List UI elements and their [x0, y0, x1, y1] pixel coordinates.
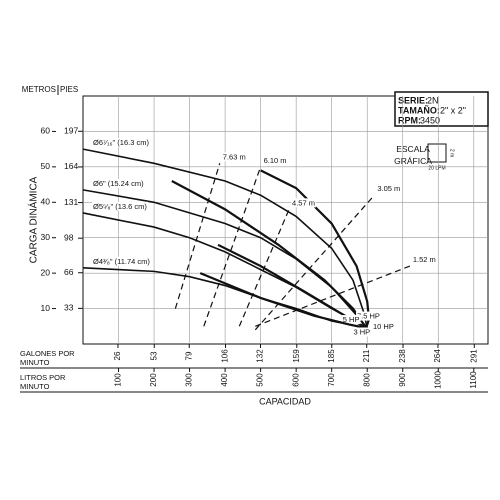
y-tick-label: 50	[41, 161, 51, 171]
x-tick-label: 100	[114, 373, 123, 387]
curve-label: Ø5⁵⁄₈" (13.6 cm)	[93, 202, 147, 211]
x2-tick-label: 106	[221, 349, 230, 363]
curve	[203, 166, 262, 327]
size-label: TAMAÑO:	[398, 105, 440, 115]
x-tick-label: 500	[256, 373, 265, 387]
x-tick-label: 900	[398, 373, 407, 387]
curve-label: 7.63 m	[223, 152, 246, 161]
curve	[254, 194, 375, 331]
curve-label: 3 HP	[353, 327, 370, 336]
label-bg	[92, 138, 151, 148]
label-bg	[221, 152, 247, 162]
label-bg	[92, 178, 146, 188]
curve-label: Ø4³⁄₈" (11.74 cm)	[93, 257, 150, 266]
y-tick-label: 10	[41, 303, 51, 313]
y-axis-title: CARGA DINÁMICA	[27, 176, 40, 263]
y2-tick-label: 197	[64, 126, 78, 136]
size-value: 2" x 2"	[440, 105, 466, 115]
curve-label: 5 HP	[343, 315, 360, 324]
curve-label: 6.10 m	[264, 156, 287, 165]
curve	[171, 180, 368, 329]
label-bg	[92, 201, 149, 211]
curve-label: Ø6" (15.24 cm)	[93, 179, 144, 188]
x2-tick-label: 185	[327, 349, 336, 363]
x-tick-label: 700	[327, 373, 336, 387]
curve-label: 10 HP	[373, 322, 394, 331]
y-label-left: METROS	[22, 85, 56, 94]
y-tick-label: 20	[41, 267, 51, 277]
label-bg	[352, 327, 372, 337]
y-label-right: PIES	[60, 85, 78, 94]
y2-tick-label: 66	[64, 267, 74, 277]
scale-y: 2 m	[449, 149, 455, 157]
label-bg	[341, 315, 361, 325]
curve	[82, 148, 368, 329]
curve	[238, 209, 290, 327]
series-value: 2N	[427, 95, 439, 105]
curve-label: 7.5 HP	[357, 312, 380, 321]
curve	[174, 163, 221, 309]
x2-row-label: GALONES POR MINUTO	[20, 349, 75, 367]
curve	[199, 272, 367, 330]
curve	[255, 265, 411, 327]
label-bg	[356, 311, 381, 321]
scale-x: 20 LPM	[428, 165, 445, 171]
rpm-value: 3450	[420, 115, 440, 125]
x2-tick-label: 238	[398, 349, 407, 363]
label-bg	[291, 198, 316, 208]
x-axis-title: CAPACIDAD	[259, 396, 311, 406]
y-tick-label: 30	[41, 232, 51, 242]
x-tick-label: 1000	[433, 371, 442, 389]
curve-label: 1.52 m	[413, 255, 436, 264]
x2-tick-label: 264	[433, 349, 442, 363]
x-tick-label: 300	[185, 373, 194, 387]
label-bg	[371, 322, 395, 332]
y-tick-label: 60	[41, 126, 51, 136]
y2-tick-label: 164	[64, 161, 78, 171]
curve-label: 3.05 m	[377, 184, 400, 193]
curve-label: 4.57 m	[292, 198, 315, 207]
series-label: SERIE:	[398, 95, 428, 105]
x2-tick-label: 211	[362, 349, 371, 362]
label-bg	[376, 184, 402, 194]
x-tick-label: 800	[362, 373, 371, 387]
plot-frame	[82, 95, 489, 345]
x2-tick-label: 159	[292, 349, 301, 363]
label-bg	[262, 155, 288, 165]
y2-tick-label: 33	[64, 303, 74, 313]
x1-row-label: LITROS POR MINUTO	[20, 373, 66, 391]
scale-square	[427, 143, 447, 163]
rpm-label: RPM:	[398, 115, 421, 125]
x2-tick-label: 79	[184, 351, 193, 360]
info-box	[394, 91, 489, 127]
label-bg	[92, 256, 152, 266]
x-tick-label: 600	[291, 373, 300, 387]
x-tick-label: 400	[220, 373, 229, 387]
curve-label: Ø6⁷⁄₁₆" (16.3 cm)	[93, 138, 149, 147]
y2-tick-label: 98	[64, 232, 74, 242]
x2-tick-label: 132	[256, 349, 265, 363]
x2-tick-label: 53	[149, 351, 158, 360]
scale-title: ESCALA GRÁFICA	[394, 144, 432, 166]
x-tick-label: 200	[149, 373, 158, 387]
label-bg	[411, 255, 437, 265]
x2-tick-label: 26	[113, 351, 122, 360]
x2-tick-label: 291	[469, 349, 478, 363]
x-tick-label: 1100	[469, 371, 478, 389]
y2-tick-label: 131	[64, 197, 78, 207]
y-tick-label: 40	[41, 197, 51, 207]
